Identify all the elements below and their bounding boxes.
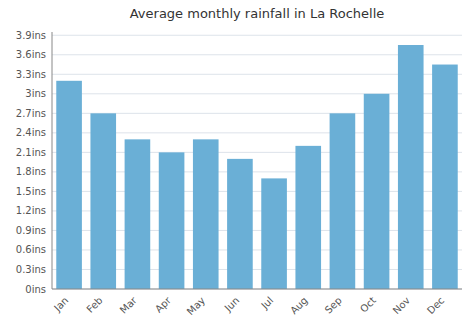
bar	[159, 152, 185, 289]
x-tick-label: Jan	[51, 295, 70, 314]
x-tick-label: Dec	[425, 295, 446, 316]
y-tick-label: 0.6ins	[16, 244, 46, 255]
y-tick-label: 3.3ins	[16, 69, 46, 80]
x-tick-label: Jul	[258, 295, 275, 312]
x-tick-label: Mar	[118, 294, 140, 316]
y-tick-label: 2.4ins	[16, 127, 46, 138]
bar	[295, 146, 321, 289]
y-tick-label: 1.2ins	[16, 205, 46, 216]
y-tick-label: 1.5ins	[16, 186, 46, 197]
x-tick-label: Sep	[323, 295, 344, 316]
x-tick-label: Jun	[222, 295, 242, 315]
grid-line	[52, 35, 462, 36]
y-tick-label: 3ins	[25, 88, 46, 99]
y-tick-label: 2.7ins	[16, 108, 46, 119]
x-tick-label: Feb	[84, 295, 104, 315]
x-axis-line	[52, 289, 462, 290]
y-tick-label: 3.9ins	[16, 30, 46, 41]
x-tick-labels: Jan Feb Mar Apr May Jun Jul Aug Sep Oct Nov Dec	[51, 294, 446, 317]
y-tick-label: 1.8ins	[16, 166, 46, 177]
bar	[193, 139, 219, 289]
bar	[261, 178, 287, 289]
y-tick-label: 0.3ins	[16, 264, 46, 275]
bar	[398, 45, 424, 289]
bar	[56, 81, 82, 289]
x-tick-label: May	[185, 295, 207, 317]
bar	[227, 159, 253, 289]
bars	[56, 45, 457, 289]
x-tick-label: Aug	[288, 295, 310, 317]
bar	[330, 113, 356, 289]
bar	[90, 113, 116, 289]
x-tick-label: Apr	[153, 294, 174, 315]
y-tick-labels: 0ins 0.3ins 0.6ins 0.9ins 1.2ins 1.5ins 1.8ins…	[16, 30, 46, 295]
y-tick-label: 2.1ins	[16, 147, 46, 158]
bar	[364, 94, 390, 289]
title: Average monthly rainfall in La Rochelle	[130, 6, 385, 21]
chart: Average monthly rainfall in La Rochelle 0…	[0, 0, 474, 331]
x-tick-label: Nov	[391, 295, 413, 317]
bar	[432, 65, 458, 289]
y-tick-label: 0.9ins	[16, 225, 46, 236]
y-tick-label: 3.6ins	[16, 49, 46, 60]
bar	[125, 139, 151, 289]
y-tick-label: 0ins	[25, 284, 46, 295]
x-tick-label: Oct	[358, 295, 378, 315]
grid-line	[52, 289, 462, 290]
y-axis-line	[52, 32, 53, 289]
chart-container: Average monthly rainfall in La Rochelle 0…	[0, 0, 474, 331]
grid	[52, 35, 462, 289]
